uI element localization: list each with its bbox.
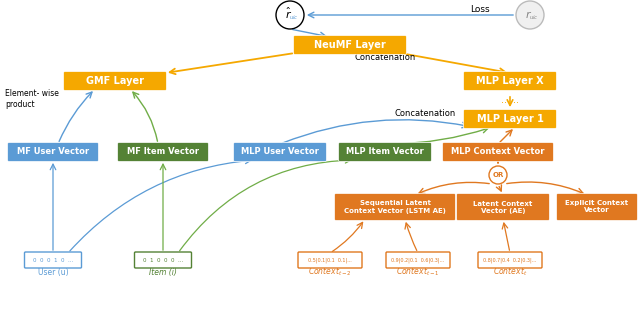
FancyBboxPatch shape bbox=[463, 110, 557, 129]
Text: MLP Context Vector: MLP Context Vector bbox=[451, 147, 545, 157]
FancyBboxPatch shape bbox=[24, 252, 81, 268]
Text: $_{uic}$: $_{uic}$ bbox=[289, 14, 299, 22]
Text: MLP User Vector: MLP User Vector bbox=[241, 147, 319, 157]
FancyBboxPatch shape bbox=[442, 142, 554, 162]
FancyBboxPatch shape bbox=[118, 142, 209, 162]
Text: $Context_{t}$: $Context_{t}$ bbox=[493, 266, 527, 278]
Text: ......: ...... bbox=[501, 95, 519, 105]
Text: $\hat{r}$: $\hat{r}$ bbox=[285, 5, 292, 21]
Text: Concatenation: Concatenation bbox=[355, 53, 415, 61]
FancyBboxPatch shape bbox=[386, 252, 450, 268]
Text: Concatenation: Concatenation bbox=[394, 110, 456, 118]
Text: GMF Layer: GMF Layer bbox=[86, 76, 144, 86]
Text: 0  0  0  1  0  ...: 0 0 0 1 0 ... bbox=[33, 257, 73, 262]
Text: $_{uic}$: $_{uic}$ bbox=[529, 14, 539, 22]
Text: $Context_{t-1}$: $Context_{t-1}$ bbox=[396, 266, 440, 278]
Text: 0.9|0.2|0.1  0.6|0.3|...: 0.9|0.2|0.1 0.6|0.3|... bbox=[392, 257, 445, 263]
FancyBboxPatch shape bbox=[8, 142, 99, 162]
FancyBboxPatch shape bbox=[335, 193, 456, 220]
Text: Sequential Latent
Context Vector (LSTM AE): Sequential Latent Context Vector (LSTM A… bbox=[344, 201, 446, 214]
Text: Latent Context
Vector (AE): Latent Context Vector (AE) bbox=[474, 201, 532, 214]
Text: MF Item Vector: MF Item Vector bbox=[127, 147, 199, 157]
Text: NeuMF Layer: NeuMF Layer bbox=[314, 40, 386, 50]
Text: MLP Item Vector: MLP Item Vector bbox=[346, 147, 424, 157]
Text: Explicit Context
Vector: Explicit Context Vector bbox=[565, 201, 628, 214]
Text: 0  1  0  0  0  ...: 0 1 0 0 0 ... bbox=[143, 257, 183, 262]
FancyBboxPatch shape bbox=[557, 193, 637, 220]
FancyBboxPatch shape bbox=[463, 72, 557, 90]
Text: Item (i): Item (i) bbox=[149, 267, 177, 277]
Text: MLP Layer 1: MLP Layer 1 bbox=[477, 114, 543, 124]
FancyBboxPatch shape bbox=[456, 193, 550, 220]
FancyBboxPatch shape bbox=[478, 252, 542, 268]
Circle shape bbox=[489, 166, 507, 184]
Circle shape bbox=[516, 1, 544, 29]
Text: $r$: $r$ bbox=[525, 9, 532, 20]
Text: MLP Layer X: MLP Layer X bbox=[476, 76, 544, 86]
Text: $Context_{t-2}$: $Context_{t-2}$ bbox=[308, 266, 352, 278]
FancyBboxPatch shape bbox=[298, 252, 362, 268]
Circle shape bbox=[276, 1, 304, 29]
Text: Element- wise
product: Element- wise product bbox=[5, 89, 59, 109]
Text: 0.5|0.1|0.1  0.1|...: 0.5|0.1|0.1 0.1|... bbox=[308, 257, 352, 263]
Text: OR: OR bbox=[492, 172, 504, 178]
FancyBboxPatch shape bbox=[234, 142, 326, 162]
FancyBboxPatch shape bbox=[339, 142, 431, 162]
Text: Loss: Loss bbox=[470, 5, 490, 14]
FancyBboxPatch shape bbox=[63, 72, 166, 90]
Text: User (u): User (u) bbox=[38, 267, 68, 277]
Text: MF User Vector: MF User Vector bbox=[17, 147, 89, 157]
FancyBboxPatch shape bbox=[294, 36, 406, 54]
FancyBboxPatch shape bbox=[134, 252, 191, 268]
Text: 0.8|0.7|0.4  0.2|0.3|...: 0.8|0.7|0.4 0.2|0.3|... bbox=[483, 257, 536, 263]
